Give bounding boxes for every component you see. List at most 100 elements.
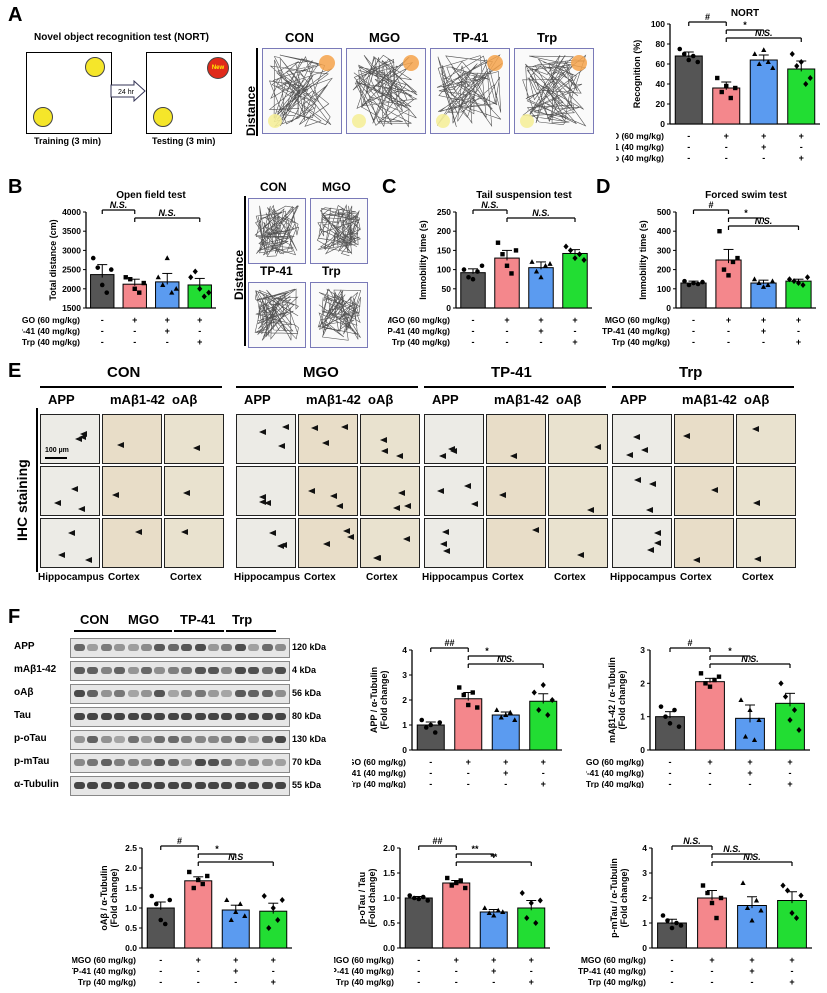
blot-band bbox=[234, 759, 246, 766]
y-tick-label: 0 bbox=[660, 119, 665, 129]
ihc-col-title: oAβ bbox=[172, 392, 198, 407]
blot-band bbox=[100, 736, 112, 743]
treatment-sign: - bbox=[797, 326, 800, 336]
blot-band bbox=[194, 667, 206, 674]
treatment-sign: - bbox=[492, 977, 495, 987]
blot-band bbox=[74, 644, 85, 651]
y-axis-label: p-oTau / Tau bbox=[357, 872, 367, 924]
blot-band bbox=[208, 782, 219, 789]
data-point bbox=[753, 897, 760, 903]
blot-band bbox=[100, 690, 112, 697]
treatment-sign: - bbox=[687, 153, 690, 163]
data-point bbox=[461, 267, 467, 272]
data-point bbox=[678, 923, 684, 928]
arrow-icon bbox=[346, 534, 354, 541]
treatment-sign: - bbox=[506, 326, 509, 336]
ihc-group-rule bbox=[424, 386, 606, 388]
data-point bbox=[191, 885, 196, 891]
data-point bbox=[794, 63, 800, 69]
blot-band bbox=[114, 690, 126, 697]
blot-band bbox=[261, 690, 273, 697]
treatment-sign: - bbox=[669, 768, 672, 778]
treatment-sign: - bbox=[711, 966, 714, 976]
blot-strip bbox=[70, 753, 290, 773]
ihc-col-title: mAβ1-42 bbox=[494, 392, 549, 407]
blot-strip bbox=[70, 730, 290, 750]
y-tick-label: 0.0 bbox=[383, 943, 395, 953]
blot-strip bbox=[70, 638, 290, 658]
data-point bbox=[581, 257, 587, 263]
data-point bbox=[162, 921, 168, 927]
bar-MGO bbox=[712, 87, 741, 125]
treatment-label: TP-41 (40 mg/kg) bbox=[72, 966, 136, 976]
treatment-sign: + bbox=[747, 768, 752, 778]
blot-band bbox=[194, 644, 206, 651]
blot-band bbox=[167, 644, 179, 651]
treatment-sign: + bbox=[529, 955, 534, 965]
blot-strip bbox=[70, 776, 290, 796]
bar-CON bbox=[146, 907, 175, 949]
blot-protein-label: oAβ bbox=[14, 687, 34, 698]
track-path-svg bbox=[268, 54, 335, 128]
blot-group-rule bbox=[226, 630, 276, 632]
treatment-label: MGO (60 mg/kg) bbox=[334, 955, 394, 965]
track-path-svg bbox=[316, 204, 362, 257]
y-tick-label: 2.0 bbox=[383, 843, 395, 853]
track-path bbox=[268, 54, 333, 127]
treatment-sign: - bbox=[101, 315, 104, 325]
arrow-icon bbox=[181, 529, 189, 536]
y-tick-label: 4 bbox=[642, 843, 647, 853]
data-point bbox=[540, 682, 546, 688]
y-tick-label: 400 bbox=[657, 226, 671, 236]
y-axis-label: Recognition (%) bbox=[632, 40, 642, 109]
arrow-icon bbox=[648, 481, 656, 488]
treatment-sign: + bbox=[787, 779, 792, 788]
treatment-sign: - bbox=[692, 326, 695, 336]
ihc-image bbox=[236, 518, 296, 568]
arrow-icon: 24 hr bbox=[110, 80, 146, 102]
arrow-icon bbox=[751, 426, 759, 433]
tracks-a-bracket bbox=[256, 48, 258, 136]
data-point bbox=[463, 885, 468, 891]
data-point bbox=[90, 255, 96, 261]
blot-band bbox=[261, 713, 273, 720]
sig-label: N.S. bbox=[743, 852, 761, 862]
treatment-label: Trp (40 mg/kg) bbox=[336, 977, 394, 987]
arrow-icon bbox=[499, 491, 507, 498]
track-title-con: CON bbox=[260, 180, 287, 194]
sig-label: N.S. bbox=[497, 654, 515, 664]
y-tick-label: 2.5 bbox=[125, 843, 137, 853]
data-point bbox=[266, 925, 272, 931]
data-point bbox=[242, 913, 248, 918]
data-point bbox=[498, 714, 504, 720]
treatment-sign: + bbox=[572, 315, 577, 325]
sig-label: # bbox=[177, 836, 182, 846]
treatment-sign: - bbox=[542, 768, 545, 778]
blot-band bbox=[261, 667, 273, 674]
data-point bbox=[663, 714, 668, 719]
treatment-sign: - bbox=[417, 955, 420, 965]
blot-band bbox=[87, 736, 99, 743]
ihc-ylabel: IHC staining bbox=[14, 459, 30, 541]
arrow-icon bbox=[335, 502, 343, 509]
bar-CON bbox=[416, 724, 445, 751]
data-point bbox=[761, 47, 767, 52]
treatment-sign: - bbox=[198, 326, 201, 336]
treatment-label: Trp (40 mg/kg) bbox=[78, 977, 136, 987]
ihc-col-title: APP bbox=[244, 392, 271, 407]
treatment-sign: - bbox=[671, 955, 674, 965]
blot-band bbox=[87, 713, 99, 720]
y-tick-label: 500 bbox=[657, 207, 671, 217]
treatment-sign: + bbox=[197, 315, 202, 325]
blot-group-label: Trp bbox=[232, 612, 253, 627]
arrow-icon bbox=[281, 423, 289, 430]
treatment-label: Trp (40 mg/kg) bbox=[588, 977, 646, 987]
treatment-sign: + bbox=[707, 757, 712, 767]
ihc-image bbox=[360, 518, 420, 568]
treatment-sign: - bbox=[574, 326, 577, 336]
blot-band bbox=[74, 782, 85, 789]
treatment-label: Trp (40 mg/kg) bbox=[392, 337, 450, 347]
arrow-icon bbox=[112, 492, 120, 499]
blot-band bbox=[181, 644, 193, 651]
data-point bbox=[533, 268, 540, 274]
